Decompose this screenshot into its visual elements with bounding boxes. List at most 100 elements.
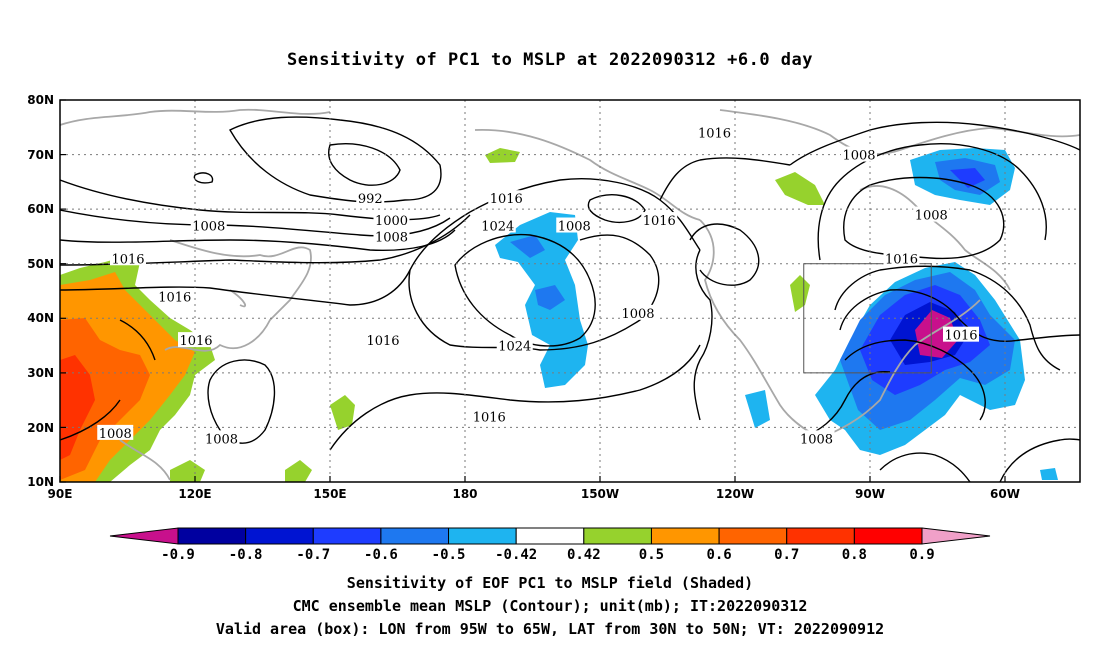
contour-label-bg — [488, 190, 525, 206]
contour-label-bg — [496, 337, 533, 353]
lat-label: 40N — [27, 311, 54, 325]
contour-label-bg — [190, 217, 227, 233]
contour-label-bg — [203, 430, 240, 446]
contour-label: 1000 — [375, 214, 408, 229]
mslp-contours — [60, 116, 1080, 482]
colorbar-label: -0.8 — [229, 547, 263, 563]
colorbar-bin — [718, 527, 788, 545]
contour-label: 1008 — [99, 427, 132, 442]
lat-label: 60N — [27, 202, 54, 216]
colorbar-label: 0.6 — [706, 547, 731, 563]
contour-label-bg — [798, 430, 835, 446]
lon-label: 120W — [716, 487, 754, 501]
contour-label-bg — [156, 288, 193, 304]
lon-label: 60W — [990, 487, 1020, 501]
contour-label-bg — [365, 332, 401, 348]
lon-label: 90W — [855, 487, 885, 501]
colorbar-label: 0.9 — [909, 547, 934, 563]
contour-label-bg — [178, 332, 214, 348]
colorbar-bin — [245, 527, 314, 545]
shading-negative-atlantic-core — [915, 310, 958, 358]
contour-label: 1024 — [498, 340, 531, 355]
sensitivity-shading — [60, 148, 1058, 482]
contour-label: 1008 — [205, 432, 238, 447]
colorbar-label: -0.7 — [296, 547, 330, 563]
map-title: Sensitivity of PC1 to MSLP at 2022090312… — [286, 50, 813, 70]
lat-label: 50N — [27, 257, 54, 271]
colorbar-label: 0.7 — [774, 547, 799, 563]
colorbar-bin — [312, 527, 382, 545]
valid-area-box — [803, 263, 932, 374]
contour-label-bg — [471, 408, 508, 424]
lon-label: 150W — [581, 487, 619, 501]
contour-label: 1008 — [621, 307, 654, 322]
contour-label-bg — [943, 326, 979, 342]
contour-label-bg — [883, 250, 920, 266]
contour-label-bg — [696, 124, 733, 140]
colorbar-bin — [448, 527, 517, 545]
contour-label-bg — [373, 228, 410, 244]
contour-label-bg — [356, 190, 385, 206]
shading-darkorange-west — [60, 318, 150, 480]
colorbar-label: 0.5 — [639, 547, 664, 563]
plot-frame — [59, 99, 1081, 483]
colorbar-bin — [786, 527, 855, 545]
shading-red-west — [60, 355, 95, 460]
colorbar: -0.9 -0.8 -0.7 -0.6 -0.5 -0.42 0.42 0.5 0.6 0.7 0.… — [109, 527, 991, 563]
colorbar-max-triangle — [921, 527, 991, 545]
lat-label: 70N — [27, 148, 54, 162]
lat-label: 10N — [27, 475, 54, 489]
colorbar-label: 0.8 — [842, 547, 867, 563]
lon-tick-labels: 90E 120E 150E 180 150W 120W 90W 60W — [48, 487, 1020, 501]
contour-label: 1008 — [800, 432, 833, 447]
colorbar-bin — [177, 527, 247, 545]
contour-label-bg — [373, 212, 410, 228]
colorbar-min-triangle — [109, 527, 179, 545]
lon-label: 180 — [452, 487, 477, 501]
contour-label: 1016 — [643, 214, 676, 229]
lon-label: 90E — [48, 487, 73, 501]
caption-line-2: CMC ensemble mean MSLP (Contour); unit(m… — [292, 597, 808, 615]
contour-label: 1016 — [111, 252, 144, 267]
contour-label: 1016 — [698, 127, 731, 142]
colorbar-label: -0.6 — [364, 547, 398, 563]
caption-line-1: Sensitivity of EOF PC1 to MSLP field (Sh… — [346, 574, 754, 592]
coastlines — [60, 108, 1080, 481]
colorbar-label: 0.42 — [567, 547, 601, 563]
contour-label-bg — [841, 146, 877, 162]
lat-label: 20N — [27, 421, 54, 435]
contour-label: 1008 — [558, 220, 591, 235]
contour-label: 1016 — [944, 329, 977, 344]
contour-label: 992 — [358, 192, 383, 207]
contour-label: 1016 — [473, 411, 506, 426]
contour-label-bg — [641, 212, 678, 228]
lon-label: 150E — [313, 487, 346, 501]
contour-label-bg — [620, 304, 656, 320]
colorbar-label: -0.42 — [495, 547, 537, 563]
shading-negative-pacific-inner — [510, 235, 565, 310]
contour-label: 1024 — [481, 220, 514, 235]
caption-line-3: Valid area (box): LON from 95W to 65W, L… — [215, 620, 885, 638]
lat-label: 80N — [27, 93, 54, 107]
contour-label: 1016 — [885, 252, 918, 267]
contour-label-bg — [913, 206, 950, 222]
contour-label: 1008 — [192, 220, 225, 235]
contour-labels: 992 1000 1008 1008 1016 1016 1016 1008 1008 1016 1… — [97, 124, 979, 447]
axis-ticks — [59, 99, 1006, 483]
colorbar-label: -0.9 — [161, 547, 195, 563]
colorbar-bin — [853, 527, 923, 545]
lat-tick-labels: 80N 70N 60N 50N 40N 30N 20N 10N — [27, 93, 54, 489]
shading-negative-greenland-3 — [950, 168, 985, 188]
contour-label-bg — [556, 217, 593, 233]
colorbar-bin — [650, 527, 720, 545]
contour-label: 1016 — [366, 334, 399, 349]
contour-label: 1008 — [842, 149, 875, 164]
contour-label: 1016 — [490, 192, 523, 207]
lon-label: 120E — [178, 487, 211, 501]
colorbar-bin — [380, 527, 450, 545]
colorbar-label: -0.5 — [432, 547, 466, 563]
contour-label-bg — [479, 217, 516, 233]
contour-label: 1008 — [915, 209, 948, 224]
colorbar-bin — [515, 527, 585, 545]
